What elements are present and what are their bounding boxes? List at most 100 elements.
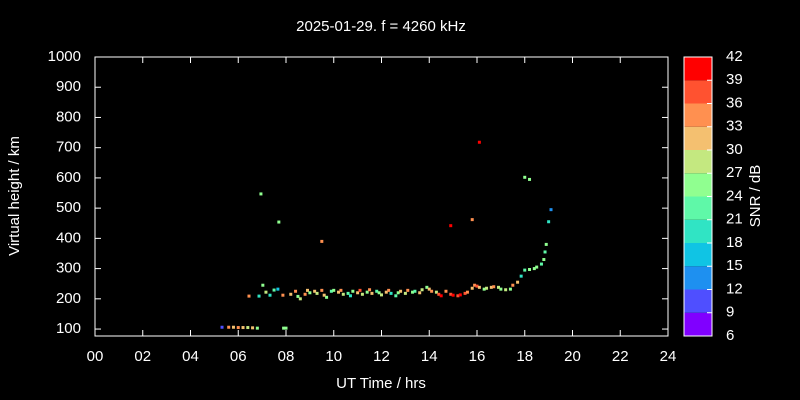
data-point (387, 288, 391, 292)
data-point (420, 288, 424, 292)
x-tick-label: 06 (230, 348, 247, 365)
data-point (276, 287, 280, 291)
data-point (451, 293, 455, 297)
data-point (470, 218, 474, 222)
data-point (356, 291, 360, 295)
data-point (470, 286, 474, 290)
colorbar-band (684, 57, 712, 81)
data-point (444, 289, 448, 293)
data-point (477, 140, 481, 144)
colorbar-band (684, 289, 712, 313)
data-point (544, 242, 548, 246)
data-point (308, 291, 312, 295)
data-point (298, 297, 302, 301)
data-point (535, 265, 539, 269)
data-point (523, 268, 527, 272)
colorbar-band (684, 150, 712, 174)
data-point (504, 288, 508, 292)
data-point (231, 325, 235, 329)
data-point (341, 292, 345, 296)
y-tick-label: 1000 (48, 48, 81, 65)
colorbar-tick-label: 12 (726, 280, 743, 297)
colorbar-tick-label: 9 (726, 304, 734, 321)
y-tick-label: 600 (56, 169, 81, 186)
x-tick-label: 08 (278, 348, 295, 365)
colorbar-band (684, 312, 712, 336)
data-point (284, 326, 288, 330)
data-point (236, 326, 240, 330)
data-point (477, 285, 481, 289)
data-point (492, 285, 496, 289)
data-point (305, 288, 309, 292)
colorbar-band (684, 219, 712, 243)
data-point (375, 289, 379, 293)
data-point (277, 220, 281, 224)
data-point (220, 325, 224, 329)
data-point (411, 290, 415, 294)
data-point (539, 262, 543, 266)
data-point (542, 258, 546, 262)
data-point (427, 287, 431, 291)
data-point (320, 239, 324, 243)
data-point (329, 289, 333, 293)
data-point (465, 290, 469, 294)
data-point (257, 294, 261, 298)
data-point (528, 267, 532, 271)
colorbar-band (684, 80, 712, 104)
data-point (339, 288, 343, 292)
data-point (406, 288, 410, 292)
data-point (482, 287, 486, 291)
data-point (449, 224, 453, 228)
colorbar-band (684, 266, 712, 290)
data-point (332, 288, 336, 292)
colorbar-tick-label: 15 (726, 257, 743, 274)
colorbar-tick-label: 30 (726, 141, 743, 158)
data-point (396, 291, 400, 295)
x-tick-label: 14 (421, 348, 438, 365)
y-tick-label: 400 (56, 229, 81, 246)
y-tick-label: 900 (56, 78, 81, 95)
x-tick-label: 22 (612, 348, 629, 365)
y-tick-label: 100 (56, 320, 81, 337)
data-point (259, 192, 263, 196)
colorbar-tick-label: 33 (726, 118, 743, 135)
data-point (377, 291, 381, 295)
data-point (413, 289, 417, 293)
data-point (365, 290, 369, 294)
data-point (458, 293, 462, 297)
data-point (389, 291, 393, 295)
data-point (549, 208, 553, 212)
data-point (358, 288, 362, 292)
data-point (313, 289, 317, 293)
x-tick-label: 16 (469, 348, 486, 365)
colorbar-tick-label: 39 (726, 71, 743, 88)
data-point (532, 267, 536, 271)
colorbar-band (684, 196, 712, 220)
data-point (303, 292, 307, 296)
data-point (247, 294, 251, 298)
colorbar-tick-label: 6 (726, 327, 734, 344)
colorbar-band (684, 103, 712, 127)
data-point (434, 290, 438, 294)
y-tick-label: 700 (56, 139, 81, 156)
colorbar-band (684, 173, 712, 197)
data-point (370, 291, 374, 295)
x-axis-label: UT Time / hrs (336, 375, 426, 392)
colorbar-label: SNR / dB (747, 165, 764, 228)
y-tick-label: 200 (56, 290, 81, 307)
data-point (489, 285, 493, 289)
colorbar-tick-label: 24 (726, 187, 743, 204)
colorbar-tick-label: 27 (726, 164, 743, 181)
data-point (246, 326, 250, 330)
data-point (368, 288, 372, 292)
data-point (449, 292, 453, 296)
colorbar-tick-label: 42 (726, 48, 743, 65)
data-point (528, 177, 532, 181)
x-tick-label: 12 (373, 348, 390, 365)
data-point (325, 295, 329, 299)
x-tick-label: 10 (325, 348, 342, 365)
colorbar-tick-label: 36 (726, 94, 743, 111)
